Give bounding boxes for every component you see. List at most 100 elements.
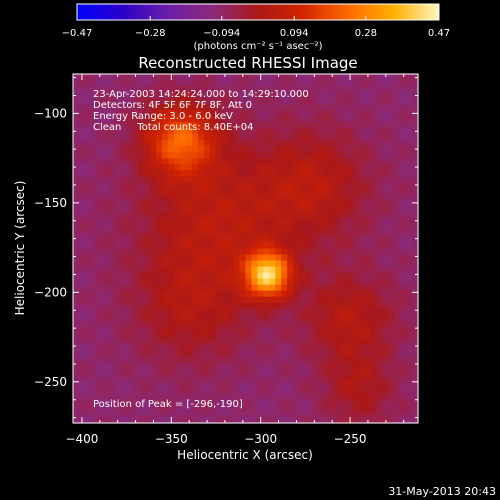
heatmap-cell [144, 164, 151, 171]
heatmap-cell [191, 338, 199, 346]
heatmap-cell [209, 230, 217, 238]
heatmap-cell [400, 176, 407, 183]
heatmap-cell [281, 74, 288, 81]
heatmap-cell [90, 350, 98, 358]
heatmap-cell [138, 212, 145, 220]
heatmap-cell [245, 158, 253, 165]
heatmap-cell [227, 188, 235, 195]
heatmap-cell [310, 302, 318, 310]
heatmap-cell [388, 302, 395, 310]
heatmap-cell [388, 380, 395, 388]
heatmap-cell [144, 320, 151, 328]
heatmap-cell [186, 122, 193, 129]
heatmap-cell [257, 140, 264, 147]
heatmap-cell [281, 362, 288, 370]
heatmap-cell [245, 212, 253, 220]
heatmap-cell [73, 92, 80, 99]
heatmap-cell [84, 248, 92, 256]
heatmap-cell [221, 266, 229, 274]
heatmap-cell [102, 122, 110, 129]
heatmap-cell [287, 284, 294, 292]
heatmap-cell [221, 122, 229, 129]
heatmap-cell [376, 314, 383, 322]
heatmap-cell [168, 116, 175, 123]
heatmap-cell [120, 278, 128, 286]
heatmap-cell [316, 176, 324, 183]
heatmap-cell [150, 188, 157, 195]
heatmap-cell [191, 362, 199, 370]
heatmap-cell [233, 362, 241, 370]
heatmap-cell [293, 410, 300, 418]
heatmap-cell [90, 224, 98, 232]
heatmap-cell [322, 254, 330, 262]
heatmap-cell [138, 266, 145, 274]
heatmap-cell [322, 212, 330, 220]
heatmap-cell [388, 152, 395, 159]
heatmap-cell [340, 368, 348, 376]
heatmap-cell [352, 182, 360, 189]
heatmap-cell [138, 164, 145, 171]
heatmap-cell [322, 386, 330, 394]
heatmap-cell [126, 362, 134, 370]
heatmap-cell [358, 140, 366, 147]
heatmap-cell [388, 98, 395, 105]
heatmap-cell [144, 206, 151, 213]
heatmap-cell [191, 398, 199, 406]
heatmap-cell [328, 386, 336, 394]
heatmap-cell [233, 380, 241, 388]
heatmap-cell [150, 128, 157, 135]
heatmap-cell [251, 284, 258, 292]
heatmap-cell [102, 128, 110, 135]
heatmap-cell [156, 254, 163, 262]
heatmap-cell [263, 278, 270, 286]
heatmap-cell [138, 398, 145, 406]
heatmap-cell [364, 128, 372, 135]
heatmap-cell [138, 242, 145, 250]
heatmap-cell [144, 80, 151, 87]
heatmap-cell [376, 200, 383, 207]
heatmap-cell [150, 302, 157, 310]
heatmap-cell [412, 242, 419, 250]
heatmap-cell [144, 224, 151, 232]
heatmap-cell [412, 230, 419, 238]
heatmap-cell [162, 404, 169, 412]
heatmap-cell [197, 362, 205, 370]
heatmap-cell [370, 290, 377, 298]
heatmap-cell [257, 128, 264, 135]
heatmap-cell [263, 350, 270, 358]
heatmap-cell [346, 380, 354, 388]
heatmap-cell [382, 326, 389, 334]
heatmap-cell [400, 320, 407, 328]
heatmap-cell [150, 290, 157, 298]
heatmap-cell [209, 290, 217, 298]
heatmap-cell [84, 290, 92, 298]
heatmap-cell [180, 344, 187, 352]
heatmap-cell [108, 362, 116, 370]
heatmap-cell [376, 80, 383, 87]
heatmap-cell [412, 206, 419, 213]
heatmap-cell [162, 224, 169, 232]
heatmap-cell [299, 248, 306, 256]
heatmap-cell [114, 284, 122, 292]
heatmap-cell [334, 248, 342, 256]
heatmap-cell [132, 242, 140, 250]
heatmap-cell [388, 398, 395, 406]
heatmap-cell [126, 356, 134, 364]
heatmap-cell [245, 152, 253, 159]
heatmap-cell [352, 374, 360, 382]
heatmap-cell [245, 92, 253, 99]
heatmap-cell [382, 314, 389, 322]
heatmap-cell [251, 266, 258, 274]
heatmap-cell [168, 272, 175, 280]
heatmap-cell [197, 122, 205, 129]
heatmap-cell [287, 308, 294, 316]
heatmap-cell [245, 206, 253, 213]
heatmap-cell [299, 296, 306, 304]
heatmap-cell [352, 386, 360, 394]
heatmap-cell [269, 242, 276, 250]
heatmap-cell [162, 374, 169, 382]
heatmap-cell [388, 350, 395, 358]
heatmap-cell [293, 116, 300, 123]
heatmap-cell [162, 146, 169, 153]
heatmap-cell [209, 410, 217, 418]
